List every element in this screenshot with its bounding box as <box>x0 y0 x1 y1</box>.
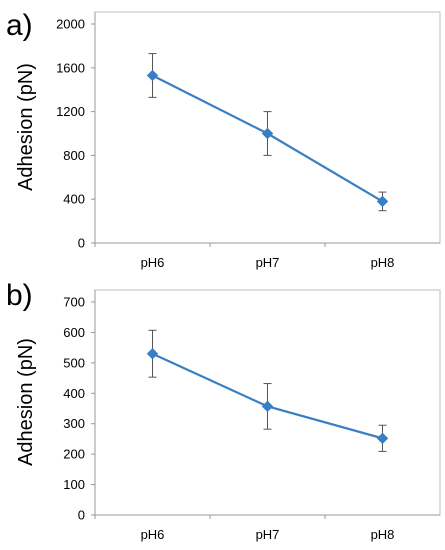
chart-panel-1: 0 400 800 1200 1600 2000 pH6 pH7 pH8 a) Adhesion (… <box>6 9 441 270</box>
y-tick-label: 1200 <box>56 104 85 119</box>
data-point <box>376 195 389 208</box>
y-tick-label: 1600 <box>56 60 85 75</box>
data-point <box>146 69 159 82</box>
x-tick-label: pH6 <box>141 255 165 270</box>
y-tick-label: 700 <box>63 295 85 310</box>
data-point <box>376 432 389 445</box>
x-tick-label: pH8 <box>371 255 395 270</box>
y-tick-label: 0 <box>78 236 85 251</box>
y-tick-label: 600 <box>63 325 85 340</box>
x-tick-label: pH8 <box>371 527 395 542</box>
y-axis-label: Adhesion (pN) <box>15 63 37 191</box>
y-tick-label: 2000 <box>56 17 85 32</box>
panel-label: b) <box>6 279 33 312</box>
y-tick-label: 200 <box>63 447 85 462</box>
x-tick-label: pH7 <box>256 527 280 542</box>
x-tick-label: pH6 <box>141 527 165 542</box>
data-point <box>146 348 159 360</box>
data-point <box>261 127 274 140</box>
y-tick-label: 0 <box>78 508 85 523</box>
x-tick-label: pH7 <box>256 255 280 270</box>
y-tick-label: 300 <box>63 416 85 431</box>
data-point <box>261 400 274 413</box>
chart-panel-2: 0 100 200 300 400 500 600 700 pH6 pH7 pH8 b) Adhesio… <box>6 279 441 542</box>
panel-label: a) <box>6 9 33 42</box>
y-tick-label: 400 <box>63 386 85 401</box>
y-tick-label: 400 <box>63 192 85 207</box>
y-tick-label: 100 <box>63 477 85 492</box>
y-tick-label: 800 <box>63 148 85 163</box>
y-axis-label: Adhesion (pN) <box>15 338 37 466</box>
y-tick-label: 500 <box>63 355 85 370</box>
